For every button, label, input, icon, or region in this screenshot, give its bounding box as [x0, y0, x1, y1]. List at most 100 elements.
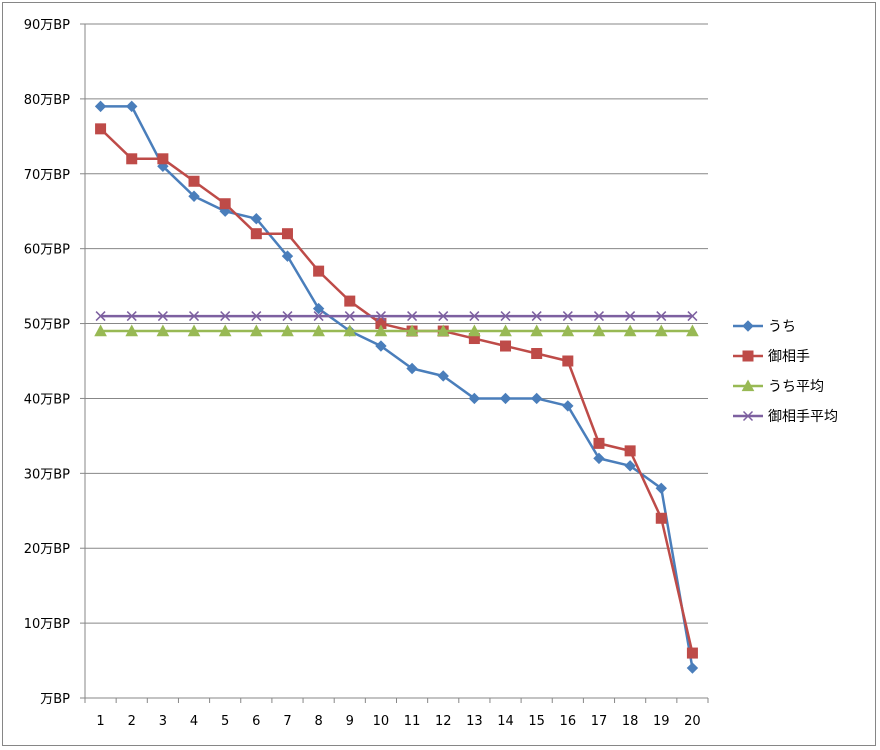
data-point: [95, 311, 106, 322]
y-tick-label: 80万BP: [24, 93, 70, 108]
x-tick-labels: 1 2 3 4 5 6 7 8 9 10 11 12 13 14 15 16 17 18 19 20: [96, 714, 700, 729]
data-point: [157, 153, 169, 165]
data-point: [500, 311, 511, 322]
data-point: [343, 324, 357, 337]
data-point: [468, 392, 481, 405]
data-point: [374, 324, 388, 337]
legend-item: うち: [733, 319, 796, 335]
data-point: [281, 228, 293, 240]
data-point: [126, 153, 138, 165]
data-point: [592, 324, 606, 337]
data-point: [436, 324, 450, 337]
data-point: [157, 311, 168, 322]
x-tick-label: 7: [283, 714, 291, 729]
y-tick-label: 20万BP: [24, 542, 70, 557]
x-tick-label: 4: [190, 714, 198, 729]
y-tick-label: 70万BP: [24, 168, 70, 183]
x-tick-label: 6: [252, 714, 260, 729]
data-point: [344, 311, 355, 322]
data-point: [156, 324, 170, 337]
legend-item: 御相手: [733, 349, 810, 365]
data-point: [656, 311, 667, 322]
data-point: [686, 324, 699, 337]
y-tick-label: 60万BP: [24, 243, 70, 258]
data-point: [623, 324, 637, 337]
data-point: [281, 324, 294, 337]
data-point: [499, 392, 512, 405]
data-point: [624, 445, 636, 457]
data-point: [686, 647, 698, 659]
data-point: [655, 482, 667, 495]
legend-label: 御相手: [768, 349, 810, 365]
data-point: [593, 437, 605, 449]
data-point: [655, 512, 667, 524]
data-point: [686, 662, 699, 674]
data-point: [188, 175, 200, 187]
data-point: [593, 311, 605, 322]
legend-marker: [742, 410, 754, 422]
legend-marker: [742, 320, 754, 332]
data-point: [407, 311, 418, 322]
series: [94, 100, 699, 674]
x-tick-label: 15: [528, 714, 545, 729]
data-point: [312, 302, 325, 315]
legend-label: うち平均: [768, 379, 824, 395]
x-tick-label: 16: [560, 714, 577, 729]
x-tick-label: 2: [128, 714, 136, 729]
data-point: [530, 392, 543, 405]
data-point: [188, 311, 200, 322]
series-line: [100, 105, 694, 669]
data-point: [375, 311, 386, 322]
data-point: [499, 324, 512, 337]
x-tick-label: 13: [466, 714, 483, 729]
data-point: [468, 324, 481, 337]
data-point: [469, 311, 480, 322]
axes: [80, 23, 709, 703]
x-tick-label: 9: [346, 714, 354, 729]
x-tick-label: 14: [497, 714, 514, 729]
data-point: [593, 452, 605, 465]
x-tick-label: 20: [684, 714, 701, 729]
legend-label: 御相手平均: [768, 409, 838, 425]
series-1: [94, 100, 699, 674]
data-point: [562, 355, 574, 367]
data-point: [125, 324, 139, 337]
x-tick-label: 19: [653, 714, 670, 729]
data-point: [562, 400, 574, 412]
x-tick-label: 3: [159, 714, 167, 729]
data-point: [562, 311, 573, 322]
data-point: [625, 311, 636, 322]
data-point: [313, 265, 325, 277]
series-2: [95, 123, 698, 659]
legend-marker: [741, 379, 755, 392]
x-tick-label: 10: [373, 714, 390, 729]
data-point: [624, 460, 636, 472]
data-point: [405, 324, 419, 337]
data-point: [500, 340, 512, 352]
data-point: [94, 324, 107, 337]
data-point: [251, 311, 262, 322]
y-tick-label: 40万BP: [24, 392, 70, 407]
data-point: [438, 311, 449, 322]
data-point: [218, 324, 232, 337]
y-tick-label: 30万BP: [24, 467, 70, 482]
legend-item: 御相手平均: [733, 409, 838, 425]
series-3: [94, 324, 699, 337]
data-point: [282, 311, 293, 322]
data-point: [95, 123, 107, 135]
data-point: [126, 100, 138, 113]
data-point: [94, 100, 107, 113]
data-point: [313, 311, 324, 322]
y-tick-label: 50万BP: [24, 318, 70, 333]
data-point: [249, 324, 263, 337]
y-tick-label: 万BP: [40, 692, 70, 707]
data-point: [687, 311, 698, 322]
x-tick-label: 8: [314, 714, 322, 729]
x-tick-label: 1: [96, 714, 104, 729]
y-tick-label: 90万BP: [24, 18, 70, 33]
legend-item: うち平均: [733, 379, 824, 395]
data-point: [312, 324, 325, 337]
data-point: [220, 311, 231, 322]
